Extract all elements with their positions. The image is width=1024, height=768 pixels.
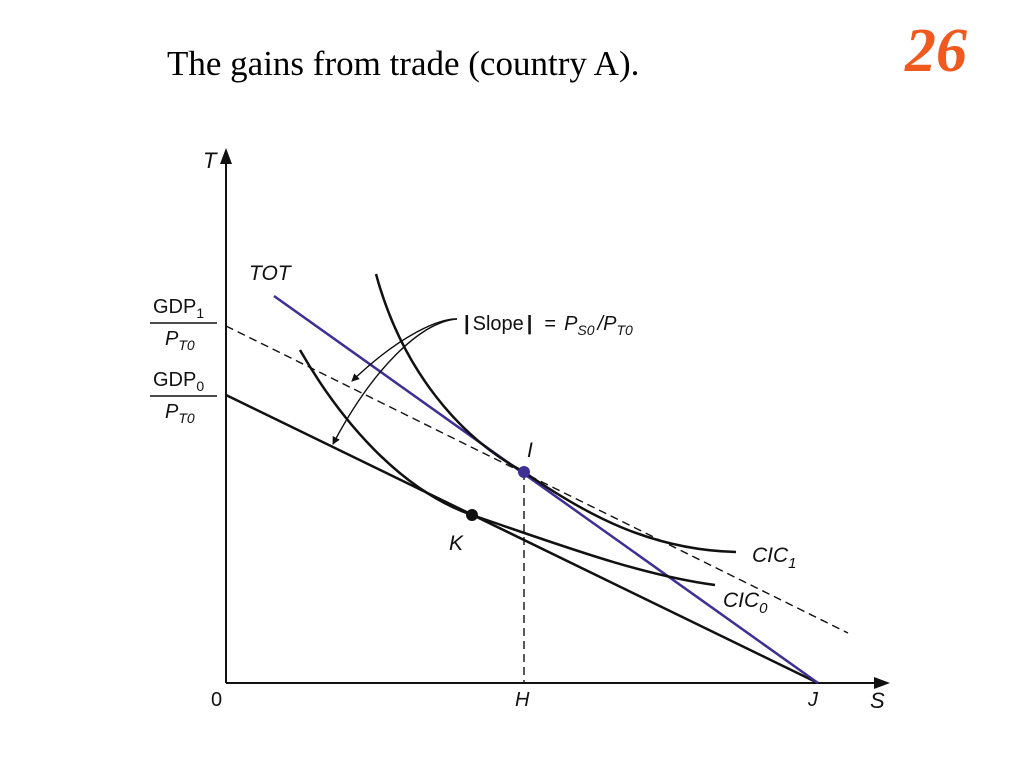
j-label: J (807, 689, 819, 711)
slide-number: 26 (905, 17, 967, 85)
tot-label: TOT (249, 262, 293, 285)
origin-label: 0 (211, 689, 222, 711)
x-axis-label: S (870, 688, 885, 713)
gdp1-denominator: PT0 (165, 328, 195, 353)
gdp0-numerator: GDP0 (153, 369, 204, 394)
point-i-label: I (527, 439, 533, 462)
point-k-label: K (449, 532, 464, 555)
cic1-label: CIC1 (752, 544, 797, 572)
slide-title: The gains from trade (country A). (167, 44, 640, 83)
tot-line (273, 294, 819, 685)
x-axis-arrow (874, 677, 890, 689)
gdp1-budget-line (225, 325, 849, 634)
cic0-curve (298, 349, 716, 587)
gdp0-denominator: PT0 (165, 401, 195, 426)
point-i-marker (518, 466, 530, 478)
slope-annotation: | Slope | = PS0/PT0 (464, 313, 633, 338)
point-k-marker (466, 509, 478, 521)
y-axis-arrow (220, 148, 232, 164)
gdp1-numerator: GDP1 (153, 296, 204, 321)
h-label: H (515, 689, 530, 711)
slope-callout-arrow-lower (332, 318, 458, 445)
cic0-label: CIC0 (723, 589, 768, 617)
gdp0-budget-line (225, 393, 819, 685)
y-axis-label: T (203, 148, 218, 173)
